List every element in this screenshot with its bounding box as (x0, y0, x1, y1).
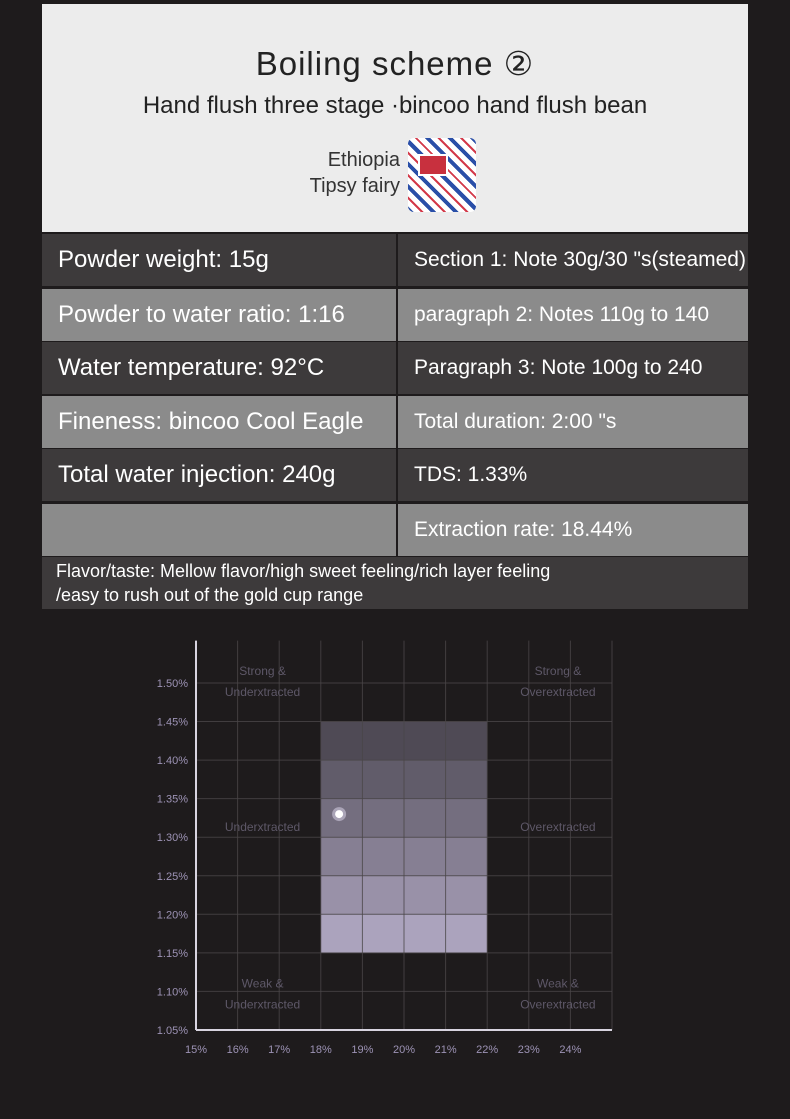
y-tick-label: 1.40% (157, 755, 188, 767)
x-tick-label: 21% (435, 1044, 457, 1056)
region-label: Underxtracted (225, 820, 300, 834)
table-cell-right: Total duration: 2:00 "s (398, 396, 748, 448)
region-label: Strong & (239, 664, 286, 678)
x-tick-label: 24% (559, 1044, 581, 1056)
x-tick-label: 15% (185, 1044, 207, 1056)
flavor-line-2: /easy to rush out of the gold cup range (56, 585, 364, 605)
header-panel: Boiling scheme ② Hand flush three stage … (42, 4, 748, 232)
flavor-notes: Flavor/taste: Mellow flavor/high sweet f… (42, 557, 748, 609)
table-cell-left (42, 504, 396, 556)
region-label: Overextracted (520, 685, 595, 699)
y-tick-label: 1.30% (157, 832, 188, 844)
table-cell-left: Powder weight: 15g (42, 234, 396, 286)
x-tick-label: 20% (393, 1044, 415, 1056)
y-tick-label: 1.15% (157, 948, 188, 960)
table-cell-left: Water temperature: 92°C (42, 342, 396, 394)
table-cell-left: Total water injection: 240g (42, 449, 396, 501)
bean-name: Ethiopia Tipsy fairy (290, 147, 400, 199)
x-tick-label: 17% (268, 1044, 290, 1056)
flavor-line-1: Flavor/taste: Mellow flavor/high sweet f… (56, 561, 551, 581)
region-label: Underxtracted (225, 685, 300, 699)
region-label: Weak & (537, 976, 579, 990)
table-cell-left: Powder to water ratio: 1:16 (42, 289, 396, 341)
bean-origin: Ethiopia (327, 149, 400, 171)
table-row: Fineness: bincoo Cool Eagle Total duratio… (42, 396, 748, 448)
table-row: Total water injection: 240g TDS: 1.33% (42, 449, 748, 501)
region-label: Underxtracted (225, 997, 300, 1011)
data-point (335, 810, 344, 819)
x-tick-label: 23% (518, 1044, 540, 1056)
table-cell-right: Section 1: Note 30g/30 "s(steamed) (398, 234, 748, 286)
table-cell-right: paragraph 2: Notes 110g to 140 (398, 289, 748, 341)
page-title: Boiling scheme ② (255, 45, 535, 82)
table-row: Powder to water ratio: 1:16 paragraph 2: … (42, 289, 748, 341)
region-label: Overextracted (520, 820, 595, 834)
x-tick-label: 22% (476, 1044, 498, 1056)
x-tick-label: 16% (227, 1044, 249, 1056)
x-tick-label: 19% (351, 1044, 373, 1056)
region-label: Weak & (242, 976, 284, 990)
y-tick-label: 1.05% (157, 1025, 188, 1037)
brewing-control-chart: 1.05% 1.10% 1.15% 1.20% 1.25% 1.30% 1.35% 1.40%… (157, 640, 613, 1056)
table-cell-right: Paragraph 3: Note 100g to 240 (398, 342, 748, 394)
table-cell-left: Fineness: bincoo Cool Eagle (42, 396, 396, 448)
y-tick-label: 1.45% (157, 717, 188, 729)
y-tick-label: 1.35% (157, 794, 188, 806)
table-row: Powder weight: 15g Section 1: Note 30g/30… (42, 234, 748, 286)
page-subtitle: Hand flush three stage ·bincoo hand flus… (142, 92, 648, 119)
x-tick-label: 18% (310, 1044, 332, 1056)
y-tick-label: 1.25% (157, 871, 188, 883)
coffee-can-icon (408, 138, 476, 212)
y-tick-label: 1.50% (157, 678, 188, 690)
region-label: Overextracted (520, 997, 595, 1011)
table-cell-right: TDS: 1.33% (398, 449, 748, 501)
y-tick-label: 1.20% (157, 909, 188, 921)
table-row: Water temperature: 92°C Paragraph 3: Note… (42, 342, 748, 394)
bean-variety: Tipsy fairy (309, 175, 400, 197)
region-label: Strong & (535, 664, 582, 678)
y-tick-label: 1.10% (157, 986, 188, 998)
table-row: Extraction rate: 18.44% (42, 504, 748, 556)
table-cell-right: Extraction rate: 18.44% (398, 504, 748, 556)
